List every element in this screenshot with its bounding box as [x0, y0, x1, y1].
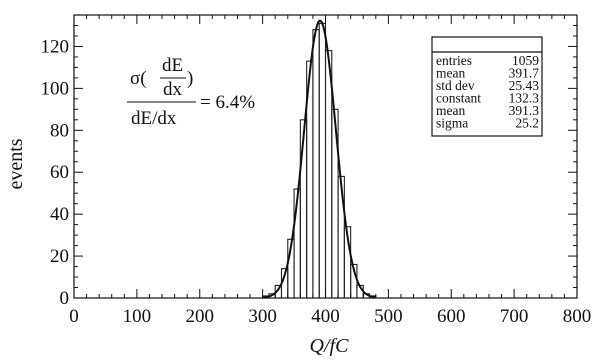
- x-tick-label: 500: [374, 306, 403, 327]
- y-axis-label: events: [5, 138, 27, 189]
- stats-rows: entries 1059 mean 391.7 std dev 25.43 constant…: [436, 53, 539, 131]
- stats-label: entries: [436, 53, 472, 68]
- x-axis-label: Q/fC: [310, 335, 350, 356]
- histogram-bar: [312, 29, 320, 299]
- axis-ticks: [73, 14, 578, 299]
- formula-sigma-close: ): [187, 68, 193, 89]
- stats-label: mean: [436, 103, 465, 118]
- formula-inner-top: dE: [162, 55, 183, 76]
- formula-sigma-open: σ(: [130, 68, 147, 89]
- stats-value: 132.3: [509, 91, 540, 106]
- x-tick-label: 200: [186, 306, 215, 327]
- x-tick-labels: 0 100 200 300 400 500 600 700 800: [69, 306, 591, 327]
- stats-value: 391.7: [509, 66, 540, 81]
- y-tick-label: 60: [50, 162, 69, 183]
- histogram-bar: [343, 226, 352, 299]
- y-tick-label: 20: [50, 246, 69, 267]
- stats-value: 25.43: [509, 78, 540, 93]
- stats-label: constant: [436, 91, 481, 106]
- histogram-bar: [318, 22, 327, 299]
- histogram-bar: [337, 175, 345, 299]
- y-tick-label: 0: [60, 288, 70, 309]
- x-tick-label: 0: [69, 306, 79, 327]
- stats-value: 1059: [512, 53, 539, 68]
- resolution-annotation: σ( dE dx ) dE/dx = 6.4%: [127, 55, 255, 129]
- x-tick-label: 700: [500, 306, 529, 327]
- y-tick-label: 40: [50, 204, 69, 225]
- stats-value: 391.3: [509, 103, 540, 118]
- x-tick-label: 100: [123, 306, 152, 327]
- y-tick-label: 100: [41, 78, 70, 99]
- gaussian-fit-curve: [262, 19, 376, 299]
- x-tick-label: 300: [248, 306, 277, 327]
- formula-result: = 6.4%: [200, 92, 255, 113]
- histogram-bars: [262, 22, 377, 299]
- stats-label: sigma: [436, 116, 468, 131]
- x-tick-label: 600: [437, 306, 466, 327]
- formula-denominator: dE/dx: [131, 108, 177, 129]
- stats-box: entries 1059 mean 391.7 std dev 25.43 constant…: [431, 36, 543, 137]
- stats-box-frame: [431, 36, 543, 137]
- y-tick-labels: 0 20 40 60 80 100 120: [41, 36, 70, 309]
- x-tick-label: 800: [563, 306, 592, 327]
- y-tick-label: 120: [41, 36, 70, 57]
- formula-inner-bottom: dx: [163, 79, 183, 100]
- stats-label: mean: [436, 66, 465, 81]
- y-tick-label: 80: [50, 120, 69, 141]
- x-tick-label: 400: [311, 306, 340, 327]
- stats-value: 25.2: [515, 116, 539, 131]
- stats-label: std dev: [436, 78, 475, 93]
